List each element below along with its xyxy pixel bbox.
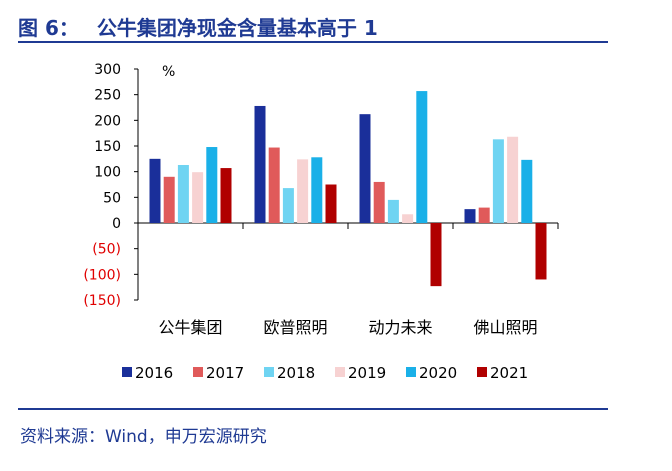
legend-label: 2017 [206, 364, 244, 382]
x-category-label: 欧普照明 [263, 318, 327, 337]
x-category-label: 动力未来 [368, 318, 432, 337]
legend-swatch [406, 367, 416, 377]
bar [387, 199, 399, 223]
figure-title: 图 6： 公牛集团净现金含量基本高于 1 [18, 12, 378, 41]
bar [535, 223, 547, 280]
bar [478, 207, 490, 223]
source-note: 资料来源：Wind，申万宏源研究 [20, 427, 267, 447]
legend-label: 2018 [277, 364, 315, 382]
bar [297, 159, 309, 223]
bar [220, 168, 232, 223]
bar [521, 159, 533, 223]
bar [311, 157, 323, 223]
legend-label: 2020 [419, 364, 457, 382]
y-unit-label: % [162, 64, 175, 80]
x-category-label: 公牛集团 [158, 318, 222, 337]
title-rule [18, 41, 608, 43]
x-category-label: 佛山照明 [473, 318, 537, 337]
bar [163, 176, 175, 223]
bar [507, 136, 519, 223]
y-tick-label: (100) [83, 267, 121, 283]
legend-label: 2016 [135, 364, 173, 382]
y-tick-label: (150) [83, 293, 121, 309]
legend-swatch [335, 367, 345, 377]
y-tick-label: 50 [103, 190, 121, 206]
bar [492, 139, 504, 223]
y-tick-label: 150 [94, 139, 121, 155]
y-tick-label: 100 [94, 165, 121, 181]
figure-label: 图 6： [18, 16, 79, 40]
figure-title-text: 公牛集团净现金含量基本高于 1 [96, 16, 378, 40]
bar [206, 147, 218, 223]
y-tick-label: 0 [112, 216, 121, 232]
bar [268, 147, 280, 223]
y-tick-label: (50) [92, 242, 121, 258]
bar [359, 114, 371, 223]
bar [325, 184, 337, 223]
bar [430, 223, 442, 287]
bar [373, 181, 385, 223]
bar [464, 209, 476, 223]
legend-swatch [264, 367, 274, 377]
bar [177, 164, 189, 223]
source-rule [18, 408, 608, 410]
bar [254, 105, 266, 223]
legend-label: 2021 [490, 364, 528, 382]
bar [282, 188, 294, 223]
y-tick-label: 300 [94, 62, 121, 78]
bar [149, 158, 161, 223]
bar [416, 91, 428, 223]
legend-swatch [193, 367, 203, 377]
y-tick-label: 250 [94, 88, 121, 104]
legend-swatch [122, 367, 132, 377]
legend-label: 2019 [348, 364, 386, 382]
bar [402, 214, 414, 223]
legend-swatch [477, 367, 487, 377]
bar [192, 172, 204, 223]
y-tick-label: 200 [94, 113, 121, 129]
